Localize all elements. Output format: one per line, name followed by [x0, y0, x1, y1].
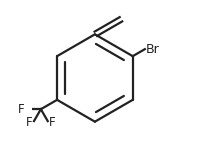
Text: F: F [18, 103, 25, 116]
Text: F: F [49, 117, 55, 129]
Text: F: F [26, 117, 33, 129]
Text: Br: Br [146, 43, 160, 56]
